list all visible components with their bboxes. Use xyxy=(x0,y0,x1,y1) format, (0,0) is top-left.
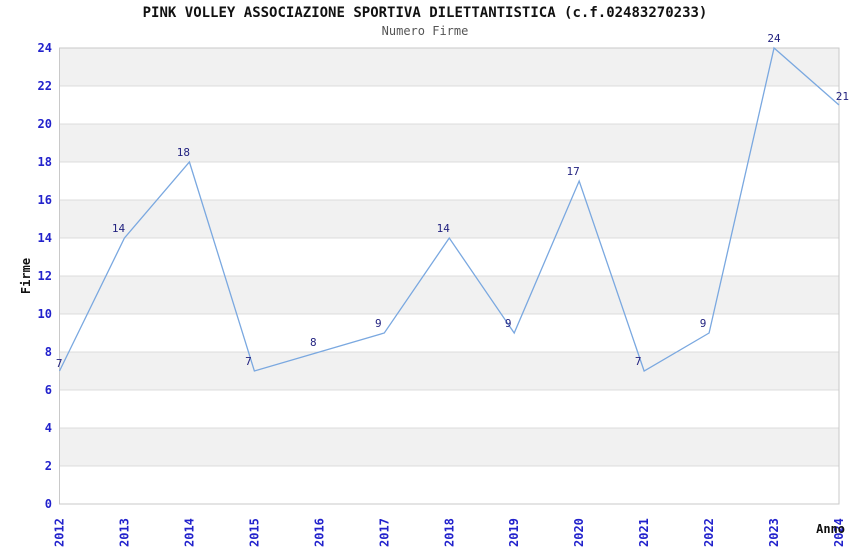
y-tick-label: 4 xyxy=(45,421,52,435)
x-tick-labels: 2012 2013 2014 2015 2016 2017 2018 2019 2020 2021… xyxy=(53,518,847,547)
y-tick-label: 2 xyxy=(45,459,52,473)
y-tick-label: 20 xyxy=(38,117,52,131)
y-tick-label: 16 xyxy=(38,193,52,207)
point-label: 9 xyxy=(375,317,382,330)
plot-band xyxy=(59,48,839,86)
point-label: 18 xyxy=(177,146,190,159)
point-label: 21 xyxy=(836,90,849,103)
point-label: 14 xyxy=(112,222,126,235)
plot-bands xyxy=(59,48,839,466)
x-tick-label: 2018 xyxy=(442,518,456,547)
y-tick-label: 6 xyxy=(45,383,52,397)
point-label: 9 xyxy=(700,317,707,330)
point-label: 7 xyxy=(245,355,252,368)
point-label: 17 xyxy=(567,165,580,178)
y-tick-label: 24 xyxy=(38,41,52,55)
x-tick-label: 2023 xyxy=(767,518,781,547)
x-tick-label: 2020 xyxy=(572,518,586,547)
point-label: 24 xyxy=(767,32,781,45)
chart-subtitle: Numero Firme xyxy=(381,24,469,38)
plot-band xyxy=(59,276,839,314)
plot-band xyxy=(59,124,839,162)
series-line xyxy=(58,46,840,372)
plot-band xyxy=(59,352,839,390)
x-tick-label: 2014 xyxy=(182,518,196,547)
y-tick-label: 22 xyxy=(38,79,52,93)
x-tick-label: 2015 xyxy=(247,518,261,547)
point-label: 7 xyxy=(56,357,63,370)
x-tick-label: 2021 xyxy=(637,518,651,547)
chart-title: PINK VOLLEY ASSOCIAZIONE SPORTIVA DILETT… xyxy=(142,5,708,21)
x-axis-label: Anno xyxy=(816,522,845,536)
point-label: 9 xyxy=(505,317,512,330)
x-tick-label: 2013 xyxy=(117,518,131,547)
x-tick-label: 2024 xyxy=(832,518,846,547)
plot-band xyxy=(59,200,839,238)
x-tick-label: 2022 xyxy=(702,518,716,547)
point-label: 8 xyxy=(310,336,317,349)
point-label: 7 xyxy=(635,355,642,368)
x-tick-label: 2019 xyxy=(507,518,521,547)
point-labels: 7 14 18 7 8 9 14 9 17 7 9 24 21 xyxy=(56,32,849,370)
x-tick-label: 2017 xyxy=(377,518,391,547)
plot-band xyxy=(59,428,839,466)
plot-border xyxy=(59,47,840,505)
point-label: 14 xyxy=(437,222,451,235)
y-tick-label: 18 xyxy=(38,155,52,169)
y-tick-label: 14 xyxy=(38,231,52,245)
y-tick-label: 0 xyxy=(45,497,52,511)
x-tick-label: 2012 xyxy=(53,518,67,547)
y-tick-label: 8 xyxy=(45,345,52,359)
y-axis-label: Firme xyxy=(19,258,33,294)
y-tick-label: 10 xyxy=(38,307,52,321)
x-tick-label: 2016 xyxy=(312,518,326,547)
y-tick-label: 12 xyxy=(38,269,52,283)
